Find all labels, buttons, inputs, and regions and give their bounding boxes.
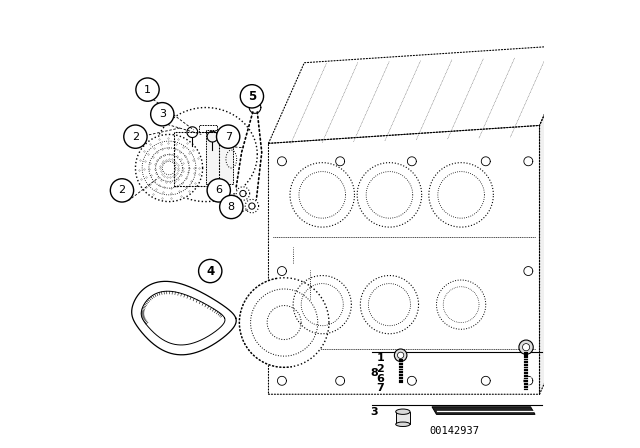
Text: 1: 1: [144, 85, 151, 95]
Polygon shape: [436, 280, 486, 329]
Polygon shape: [239, 278, 329, 367]
Circle shape: [207, 179, 230, 202]
Circle shape: [136, 78, 159, 101]
Polygon shape: [174, 132, 220, 186]
Circle shape: [110, 179, 134, 202]
Circle shape: [522, 344, 530, 351]
Circle shape: [240, 85, 264, 108]
Polygon shape: [132, 281, 236, 355]
Polygon shape: [290, 163, 355, 227]
Text: 1: 1: [376, 353, 385, 363]
Polygon shape: [269, 45, 575, 143]
Text: 2: 2: [118, 185, 125, 195]
Text: 7: 7: [376, 383, 385, 393]
Circle shape: [216, 125, 240, 148]
Polygon shape: [429, 163, 493, 227]
Circle shape: [394, 349, 407, 362]
Circle shape: [519, 340, 533, 354]
Text: 8: 8: [228, 202, 235, 212]
Polygon shape: [360, 276, 419, 334]
Circle shape: [124, 125, 147, 148]
Polygon shape: [357, 163, 422, 227]
Text: 7: 7: [225, 132, 232, 142]
Text: 6: 6: [376, 374, 385, 383]
Circle shape: [198, 259, 222, 283]
Polygon shape: [245, 199, 259, 213]
Text: 3: 3: [370, 407, 378, 417]
Text: 8: 8: [370, 368, 378, 378]
Polygon shape: [236, 187, 250, 200]
Ellipse shape: [396, 409, 410, 414]
Text: 4: 4: [206, 264, 214, 278]
Text: 2: 2: [376, 364, 385, 374]
Text: 6: 6: [215, 185, 222, 195]
Circle shape: [397, 352, 404, 358]
Ellipse shape: [396, 422, 410, 426]
Polygon shape: [269, 125, 540, 394]
Text: 3: 3: [159, 109, 166, 119]
Polygon shape: [540, 45, 575, 394]
Text: 5: 5: [248, 90, 256, 103]
Circle shape: [150, 103, 174, 126]
Polygon shape: [136, 134, 203, 202]
Circle shape: [220, 195, 243, 219]
Text: 2: 2: [132, 132, 139, 142]
Polygon shape: [432, 407, 535, 414]
Polygon shape: [154, 108, 257, 202]
Polygon shape: [396, 412, 410, 424]
Polygon shape: [293, 276, 351, 334]
Polygon shape: [206, 130, 233, 184]
Text: 00142937: 00142937: [429, 426, 479, 436]
